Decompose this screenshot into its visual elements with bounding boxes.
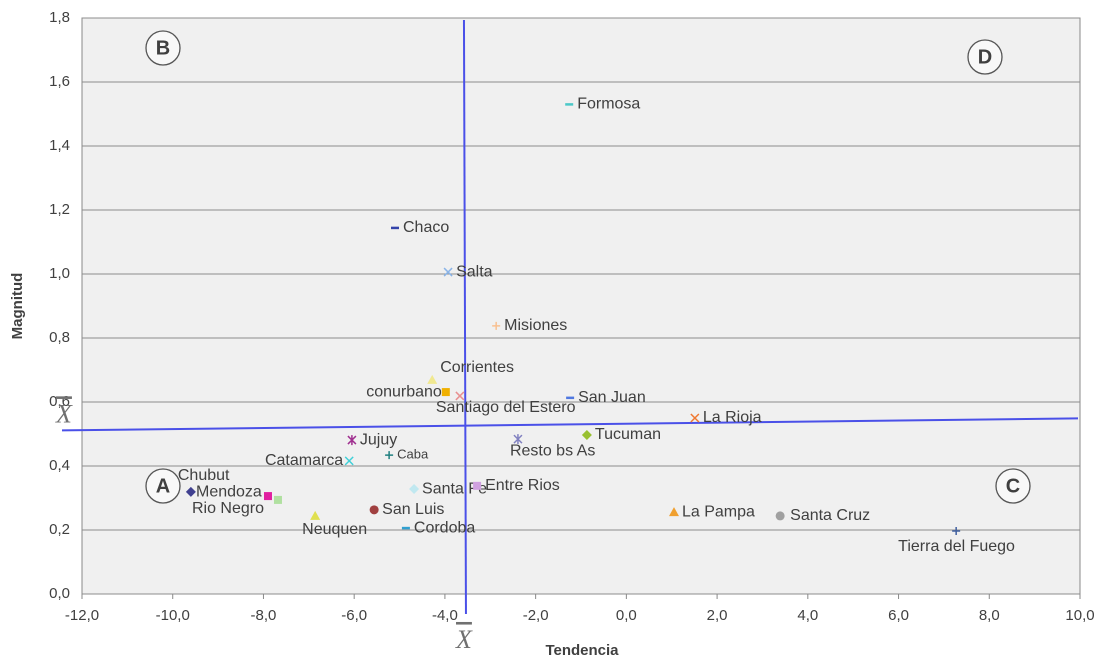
point-label: Entre Rios [485,477,560,494]
y-tick-label: 1,6 [49,73,70,90]
x-tick-label: 0,0 [616,607,637,624]
quadrant-label: C [1006,475,1020,497]
point [263,492,272,501]
x-tick-label: -2,0 [523,607,549,624]
x-tick-label: -4,0 [432,607,458,624]
point-label: Santa Fe [422,480,487,497]
quadrant-label: A [156,475,170,497]
x-tick-label: 6,0 [888,607,909,624]
x-tick-label: 2,0 [707,607,728,624]
x-tick-label: -12,0 [65,607,99,624]
mean-y-label: X [55,399,73,428]
y-tick-label: 1,2 [49,201,70,218]
y-tick-label: 1,4 [49,137,70,154]
point-label: Formosa [577,96,640,113]
point [185,486,196,497]
point-label: Resto bs As [510,442,595,459]
x-tick-label: -10,0 [156,607,190,624]
point [952,526,961,535]
point [344,456,354,466]
plot-area [81,17,1081,595]
point-label: Tierra del Fuego [898,538,1015,555]
x-tick-label: 10,0 [1065,607,1094,624]
point [369,505,379,515]
point [441,388,450,397]
y-tick-label: 0,0 [49,585,70,602]
point [513,434,523,445]
y-tick-label: 0,2 [49,521,70,538]
point-label: Santiago del Estero [436,399,576,416]
point [385,451,394,460]
point-label: La Rioja [703,409,762,426]
point [775,511,785,521]
point-label: Mendoza [196,483,262,500]
point [427,374,438,384]
point-label: San Juan [578,389,646,406]
quadrant-badge [967,39,1003,75]
quadrant-badge [995,468,1031,504]
point-label: Rio Negro [192,500,264,517]
point-label: Misiones [504,317,567,334]
y-tick-label: 1,8 [49,9,70,26]
point-label: Tucuman [595,426,661,443]
y-axis-title: Magnitud [9,273,26,340]
point-label: Santa Cruz [790,507,870,524]
y-tick-label: 0,6 [49,393,70,410]
mean-y-line [61,417,1079,432]
point-label: Catamarca [265,452,343,469]
point [492,321,501,330]
point [443,267,453,277]
y-tick-label: 1,0 [49,265,70,282]
mean-x-label: X [455,625,473,654]
point [310,510,321,520]
point-label: La Pampa [682,503,755,520]
x-tick-label: -6,0 [341,607,367,624]
point-label: Corrientes [440,359,514,376]
point [273,495,282,504]
point-label: Cordoba [414,519,475,536]
point [455,391,465,401]
y-tick-label: 0,8 [49,329,70,346]
point [581,429,592,440]
point-label: conurbano [366,383,442,400]
point-label: Neuquen [302,521,367,538]
point [409,484,420,495]
quadrant-badge [145,30,181,66]
point [347,435,357,446]
point-label: Chaco [403,219,449,236]
point-label: Salta [456,263,493,280]
point-label: Chubut [178,467,230,484]
x-tick-label: -8,0 [251,607,277,624]
point-label: San Luis [382,501,444,518]
quadrant-label: B [156,37,170,59]
x-tick-label: 8,0 [979,607,1000,624]
point-label: Caba [397,447,429,462]
point [668,507,679,517]
quadrant-badge [145,468,181,504]
point [473,481,482,490]
point-label: Jujuy [360,431,397,448]
point [690,413,700,423]
x-axis-title: Tendencia [545,642,619,659]
x-tick-label: 4,0 [797,607,818,624]
quadrant-label: D [978,46,992,68]
y-tick-label: 0,4 [49,457,70,474]
mean-x-line [462,19,467,615]
